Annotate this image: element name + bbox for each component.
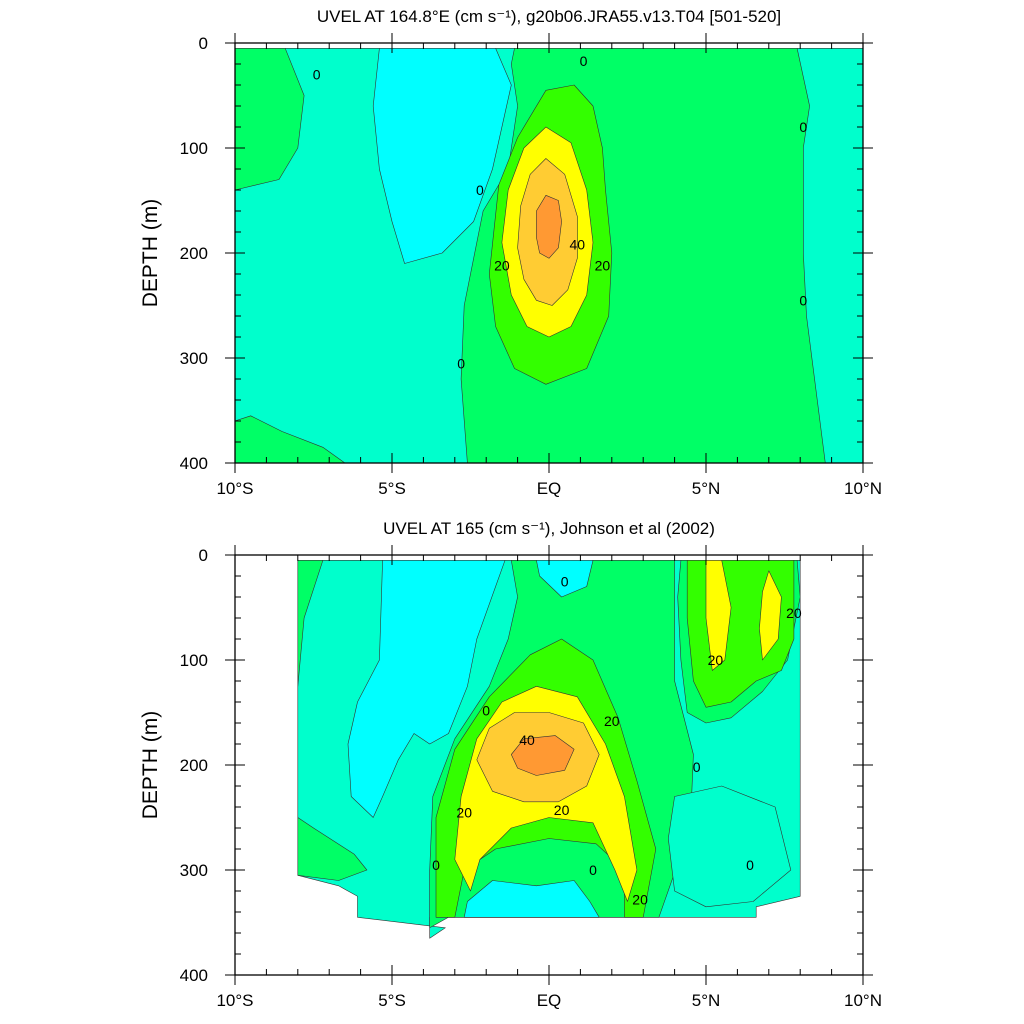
contour-region-yellow [705, 559, 732, 671]
contour-label: 0 [693, 759, 701, 775]
x-tick-label: 5°N [692, 991, 721, 1010]
y-tick-label: 400 [180, 966, 208, 985]
contour-label: 0 [589, 862, 597, 878]
x-tick-label: 5°S [378, 991, 406, 1010]
contour-region-light_green [235, 47, 305, 191]
contour-label: 0 [580, 53, 588, 69]
contour-label: 20 [786, 605, 802, 621]
contour-label: 0 [482, 702, 490, 718]
contour-region-orange [510, 735, 575, 776]
y-tick-label: 100 [180, 651, 208, 670]
contour-label: 0 [313, 67, 321, 83]
x-tick-label: 5°N [692, 479, 721, 498]
x-tick-label: EQ [537, 479, 562, 498]
top-panel-field [235, 47, 863, 463]
contour-label: 0 [457, 355, 465, 371]
contour-label: 20 [595, 258, 611, 274]
bottom-panel: UVEL AT 165 (cm s⁻¹), Johnson et al (200… [139, 519, 882, 1010]
contour-region-aqua [667, 785, 792, 908]
contour-region-cyan [463, 880, 600, 918]
x-tick-label: 5°S [378, 479, 406, 498]
contour-label: 0 [561, 573, 569, 589]
y-tick-label: 300 [180, 861, 208, 880]
y-tick-label: 400 [180, 454, 208, 473]
x-tick-label: 10°S [216, 991, 253, 1010]
bottom-panel-contour-labels: 0 0 0 0 0 0 20 20 20 20 20 20 40 [432, 573, 802, 907]
contour-region-orange [536, 195, 562, 259]
contour-region-light_green [297, 559, 324, 687]
y-tick-label: 0 [199, 546, 208, 565]
contour-label: 20 [604, 713, 620, 729]
contour-region-cyan [347, 559, 506, 818]
contour-region-yellow [759, 570, 782, 661]
y-tick-label: 300 [180, 349, 208, 368]
contour-label: 20 [632, 891, 648, 907]
contour-label: 20 [708, 652, 724, 668]
y-tick-label: 0 [199, 34, 208, 53]
bottom-panel-title: UVEL AT 165 (cm s⁻¹), Johnson et al (200… [383, 519, 715, 538]
x-tick-label: 10°S [216, 479, 253, 498]
contour-label: 0 [476, 182, 484, 198]
bottom-panel-field [297, 559, 801, 939]
contour-region-cyan [536, 559, 594, 598]
y-tick-label: 100 [180, 139, 208, 158]
contour-label: 40 [570, 237, 586, 253]
contour-label: 20 [554, 802, 570, 818]
contour-label: 0 [799, 292, 807, 308]
x-tick-label: 10°N [844, 479, 882, 498]
contour-label: 0 [799, 119, 807, 135]
contour-label: 20 [494, 258, 510, 274]
contour-label: 20 [456, 804, 472, 820]
top-panel-title: UVEL AT 164.8°E (cm s⁻¹), g20b06.JRA55.v… [317, 7, 781, 26]
contour-region-light_green [235, 415, 346, 463]
contour-label: 0 [432, 857, 440, 873]
bottom-panel-y-axis-label: DEPTH (m) [139, 711, 162, 820]
contour-region-light_green [297, 817, 368, 881]
top-panel-contour-labels: 0 0 0 0 0 0 20 20 40 [313, 53, 808, 371]
x-tick-label: EQ [537, 991, 562, 1010]
top-panel-y-axis-label: DEPTH (m) [139, 199, 162, 308]
y-tick-label: 200 [180, 756, 208, 775]
top-panel: UVEL AT 164.8°E (cm s⁻¹), g20b06.JRA55.v… [139, 7, 882, 498]
contour-label: 40 [519, 732, 535, 748]
contour-region-cyan [372, 47, 512, 264]
contour-label: 0 [746, 857, 754, 873]
y-tick-label: 200 [180, 244, 208, 263]
x-tick-label: 10°N [844, 991, 882, 1010]
